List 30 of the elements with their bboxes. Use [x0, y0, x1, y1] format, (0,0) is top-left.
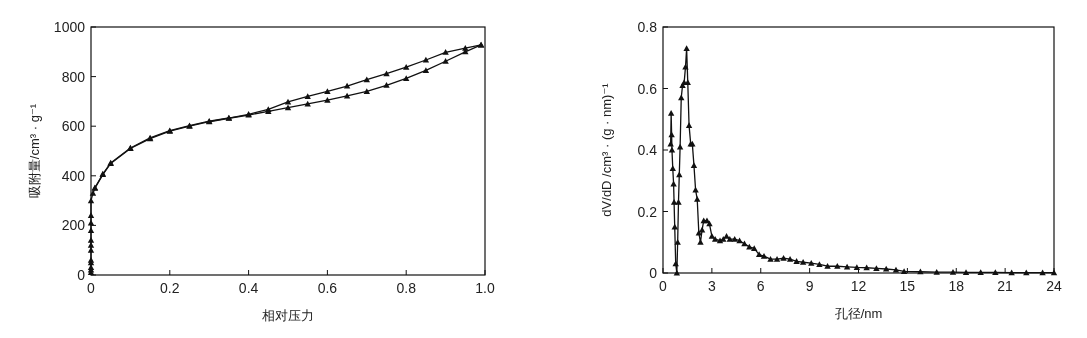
- y-axis-title: dV/dD /cm³ · (g · nm)⁻¹: [599, 82, 614, 217]
- x-tick-label: 24: [1046, 278, 1062, 294]
- x-tick-label: 0.8: [396, 280, 417, 296]
- y-tick-label: 0.2: [637, 203, 658, 220]
- x-tick-label: 0: [659, 278, 668, 294]
- y-tick-label: 200: [61, 217, 86, 234]
- x-tick-label: 0: [87, 280, 96, 296]
- y-tick-label: 600: [61, 118, 86, 135]
- y-tick-label: 0.8: [637, 19, 658, 35]
- x-tick-label: 0.6: [317, 280, 338, 296]
- y-tick-label: 800: [61, 68, 86, 85]
- x-tick-label: 12: [850, 278, 867, 294]
- x-tick-label: 0.2: [160, 280, 180, 296]
- y-axis-title: 吸附量/cm³ · g⁻¹: [27, 103, 42, 199]
- x-tick-label: 15: [899, 278, 916, 294]
- y-tick-label: 0: [77, 267, 86, 283]
- y-tick-label: 0.4: [637, 142, 658, 158]
- x-tick-label: 6: [756, 278, 765, 294]
- x-tick-label: 9: [805, 278, 814, 294]
- y-tick-label: 0.6: [637, 80, 658, 97]
- x-tick-label: 3: [707, 278, 716, 294]
- x-tick-label: 1.0: [475, 280, 495, 296]
- y-tick-label: 0: [649, 265, 658, 281]
- x-tick-label: 18: [948, 278, 965, 294]
- x-tick-label: 0.4: [238, 280, 259, 296]
- y-tick-label: 400: [61, 167, 86, 184]
- x-axis-title: 相对压力: [262, 308, 314, 323]
- x-tick-label: 21: [997, 278, 1014, 294]
- x-axis-title: 孔径/nm: [834, 306, 883, 321]
- y-tick-label: 1000: [53, 19, 86, 35]
